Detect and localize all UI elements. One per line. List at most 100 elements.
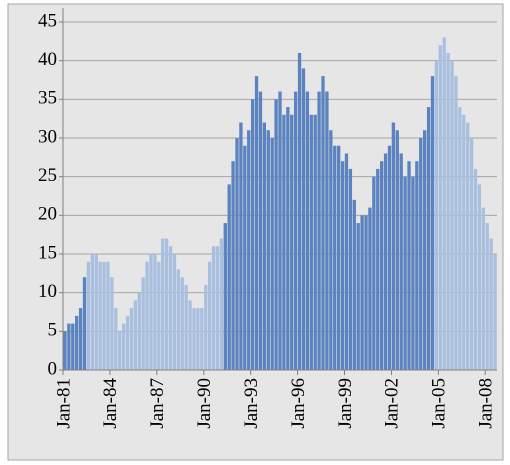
bar [78,308,83,370]
bar [200,308,204,370]
bar [423,130,427,370]
bar [82,277,87,370]
bar [329,130,333,370]
bar [430,76,435,370]
bar [94,254,98,370]
bar [333,145,337,370]
bar [321,76,325,370]
y-tick-label: 25 [38,165,57,186]
bar [180,277,184,370]
bar [75,315,79,370]
bar [204,284,208,370]
bar [278,91,282,370]
bar [67,323,71,370]
y-tick-label: 30 [38,126,57,147]
bar [481,207,485,370]
bar [376,168,380,370]
bar [231,161,235,370]
bar [266,130,270,370]
bar [121,323,126,370]
bar [247,130,251,370]
bar [344,153,349,370]
y-tick-label: 35 [38,88,57,109]
x-tick-label: Jan-05 [429,378,450,429]
bar [262,122,267,371]
bar [157,261,161,370]
bar [114,308,118,370]
bar [137,292,141,370]
bar [473,168,478,370]
bar [239,122,243,371]
bar [118,331,122,370]
bar [161,238,165,370]
bar [297,52,302,370]
bar [454,76,458,370]
bar [368,207,372,370]
x-tick-label: Jan-90 [194,378,215,429]
bar [313,114,317,370]
x-tick-label: Jan-93 [241,378,262,429]
bar [141,277,145,370]
bar [387,145,392,370]
bar [258,91,263,370]
bar [485,223,489,370]
bar [71,323,75,370]
bar [149,254,153,370]
bar [125,315,130,370]
x-tick-label: Jan-84 [100,378,121,429]
bar [489,238,493,370]
y-tick-label: 45 [38,10,57,31]
bar [426,107,431,371]
bar [352,199,356,370]
bar [223,223,227,370]
bar [153,254,157,370]
bar [227,184,231,370]
bar [207,261,212,370]
bar [102,261,106,370]
x-tick-label: Jan-87 [147,378,168,429]
bar [466,122,470,371]
bar [477,184,482,370]
bar [184,284,188,370]
bar [399,153,403,370]
bar [458,107,462,371]
x-tick-label: Jan-96 [288,378,309,429]
y-tick-label: 5 [48,320,58,341]
bar [254,76,259,370]
bar [403,176,407,370]
x-tick-label: Jan-08 [476,378,497,429]
bar [462,114,466,370]
bar [317,91,321,370]
bar [305,91,310,370]
bar [86,261,91,370]
bar [325,91,329,370]
bar [380,161,384,370]
x-tick-label: Jan-02 [382,378,403,429]
bar [290,114,294,370]
bar [235,138,239,370]
bar [411,176,415,370]
bar [493,254,497,370]
bar [176,269,181,370]
bar [391,122,396,371]
bar [301,68,306,371]
bar [348,168,353,370]
y-tick-label: 15 [38,242,57,263]
bar [98,261,102,370]
y-tick-label: 40 [38,49,57,70]
bar [219,238,224,370]
bar [446,52,450,370]
bar [145,261,149,370]
bar [250,99,255,370]
bar [168,246,173,370]
bar [419,138,423,370]
bar [129,308,134,370]
bar [192,308,196,370]
bar [442,37,446,370]
bar [188,300,192,370]
x-tick-label: Jan-99 [335,378,356,429]
bar [383,153,388,370]
y-tick-label: 10 [38,281,57,302]
bar [63,331,67,370]
bar [172,254,177,370]
